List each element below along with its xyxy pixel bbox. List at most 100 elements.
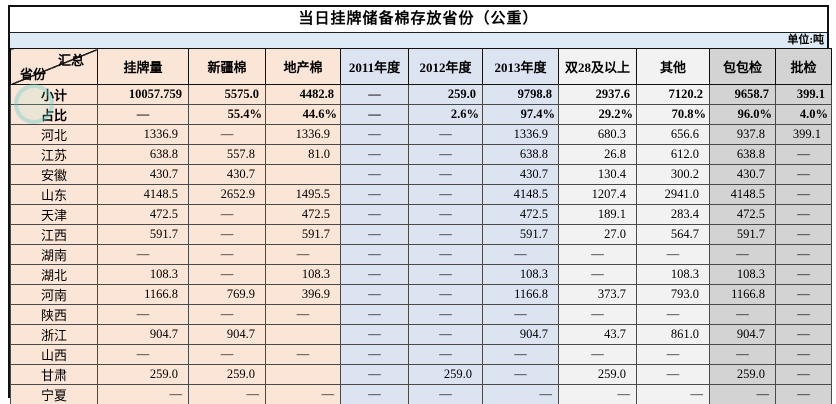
table-cell: 44.6% [265,104,341,125]
table-cell: — [340,84,409,105]
column-header: 其他 [636,48,710,85]
table-cell: — [340,384,409,404]
table-cell: 638.8 [709,144,776,165]
table-cell: — [340,264,409,285]
table-cell: 55.4% [188,104,266,125]
table-cell: — [340,344,409,365]
column-header: 批检 [775,48,832,85]
table-cell: — [775,304,832,325]
table-cell: 9658.7 [709,84,776,105]
row-label: 占比 [10,104,98,125]
table-cell: 937.8 [709,124,776,145]
table-cell: — [482,244,559,265]
table-cell: — [97,344,189,365]
unit-label: 单位:吨 [10,33,827,48]
table-cell: 591.7 [482,224,559,245]
table-cell: — [636,304,710,325]
table-cell: — [340,144,409,165]
table-cell: 1336.9 [265,124,341,145]
table-cell: 399.1 [775,124,832,145]
table-cell: 108.3 [482,264,559,285]
table-cell: — [709,384,776,404]
table-row: 湖南 — — — — — — — — — — [10,244,832,265]
corner-header-cell: 汇总 省份 [10,48,98,85]
table-cell: — [408,184,483,205]
table-cell: 1495.5 [265,184,341,205]
table-cell: — [340,184,409,205]
row-label: 河北 [10,124,98,145]
table-cell: — [265,344,341,365]
table-cell: 108.3 [636,264,710,285]
table-row: 山东 4148.5 2652.9 1495.5— —4148.5 1207.4 2941.0… [10,184,832,205]
table-cell: — [340,244,409,265]
table-cell: — [482,344,559,365]
table-cell: — [408,124,483,145]
table-cell: 29.2% [558,104,637,125]
table-cell: — [265,244,341,265]
table-cell: 4.0% [775,104,832,125]
table-cell: 26.8 [558,144,637,165]
table-cell: 472.5 [97,204,189,225]
row-label: 安徽 [10,164,98,185]
table-cell: 2937.6 [558,84,637,105]
table-cell: — [558,264,637,285]
table-cell: 259.0 [97,364,189,385]
row-label: 江西 [10,224,98,245]
table-cell: — [775,344,832,365]
table-cell: 557.8 [188,144,266,165]
table-cell: 861.0 [636,324,710,345]
table-cell: — [97,384,189,404]
table-cell: 1336.9 [97,124,189,145]
table-cell: 430.7 [97,164,189,185]
table-cell: 108.3 [265,264,341,285]
table-cell: — [408,264,483,285]
row-label: 山西 [10,344,98,365]
row-label: 江苏 [10,144,98,165]
table-cell: — [340,284,409,305]
table-cell: — [775,324,832,345]
table-cell: — [558,244,637,265]
table-cell: — [482,364,559,385]
column-header: 包包检 [709,48,776,85]
table-cell: 591.7 [265,224,341,245]
row-label: 宁夏 [10,384,98,404]
table-cell: — [340,304,409,325]
table-cell: 904.7 [482,324,559,345]
table-row: 安徽 430.7 430.7— —430.7 130.4 300.2 430.7— [10,164,832,185]
table-cell: 472.5 [709,204,776,225]
table-cell: 2.6% [408,104,483,125]
table-cell: — [97,104,189,125]
table-cell: 4482.8 [265,84,341,105]
table-cell: 591.7 [97,224,189,245]
column-header: 2011年度 [340,48,409,85]
table-cell: — [775,364,832,385]
table-cell: — [636,384,710,404]
table-cell: — [340,204,409,225]
column-header: 双28及以上 [558,48,637,85]
table-row: 陕西 — — — — — — — — — — [10,304,832,325]
table-cell: — [188,344,266,365]
table-cell: 259.0 [408,364,483,385]
table-cell: — [775,264,832,285]
table-cell: 189.1 [558,204,637,225]
table-cell: — [408,204,483,225]
table-row: 河南 1166.8 769.9 396.9— —1166.8 373.7 793.0 1166… [10,284,832,305]
table-row: 小计 10057.759 5575.0 4482.8—259.0 9798.8 2937.… [10,84,832,105]
row-label: 湖南 [10,244,98,265]
page-title: 当日挂牌储备棉存放省份（公重） [10,7,827,33]
table-cell: — [408,144,483,165]
table-cell: 638.8 [482,144,559,165]
table-cell: 27.0 [558,224,637,245]
table-cell: — [482,384,559,404]
table-cell: 472.5 [482,204,559,225]
table-cell: — [408,344,483,365]
row-label: 湖北 [10,264,98,285]
table-row: 江西 591.7—591.7— —591.7 27.0 564.7 591.7— [10,224,832,245]
table-row: 湖北 108.3—108.3— —108.3—108.3 108.3— [10,264,832,285]
table-cell: 399.1 [775,84,832,105]
table-cell: 769.9 [188,284,266,305]
column-header: 2012年度 [408,48,483,85]
table-cell: 1166.8 [482,284,559,305]
table-cell: 904.7 [97,324,189,345]
